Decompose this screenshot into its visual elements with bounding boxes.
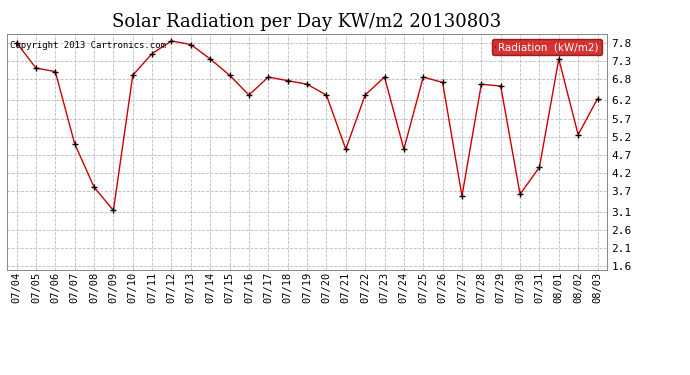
Legend: Radiation  (kW/m2): Radiation (kW/m2) bbox=[492, 39, 602, 55]
Title: Solar Radiation per Day KW/m2 20130803: Solar Radiation per Day KW/m2 20130803 bbox=[112, 13, 502, 31]
Text: Copyright 2013 Cartronics.com: Copyright 2013 Cartronics.com bbox=[10, 41, 166, 50]
